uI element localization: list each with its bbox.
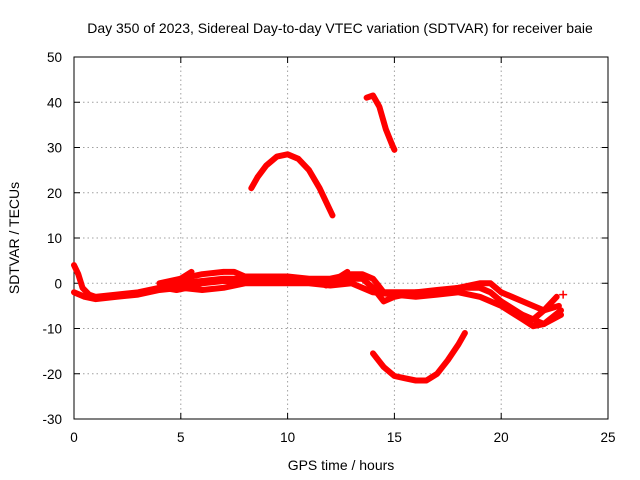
series-trace-high-dip — [363, 92, 398, 153]
chart-title: Day 350 of 2023, Sidereal Day-to-day VTE… — [87, 20, 593, 36]
series-trace-main-c — [156, 268, 562, 314]
series-trace-arc-negative — [370, 330, 468, 384]
isolated-point-marker — [559, 290, 568, 299]
y-tick-label: 30 — [47, 141, 62, 156]
series-trace-main-d — [160, 278, 334, 293]
y-axis-label: SDTVAR / TECUs — [6, 182, 22, 294]
x-tick-label: 20 — [494, 430, 509, 445]
x-tick-label: 10 — [280, 430, 295, 445]
y-tick-label: 40 — [47, 95, 62, 110]
series-trace-main-b — [71, 280, 564, 330]
series-trace-tail-up — [508, 293, 560, 323]
x-tick-label: 0 — [70, 430, 78, 445]
y-tick-label: 0 — [54, 276, 62, 291]
x-tick-label: 5 — [177, 430, 185, 445]
x-tick-label: 15 — [387, 430, 402, 445]
data-series — [71, 92, 568, 384]
y-tick-label: -10 — [42, 322, 62, 337]
x-axis-label: GPS time / hours — [288, 457, 395, 473]
grid — [74, 57, 608, 419]
series-trace-arc-positive — [248, 151, 336, 219]
series-trace-steep-short — [167, 268, 195, 287]
x-tick-label: 25 — [600, 430, 615, 445]
y-tick-label: 20 — [47, 186, 62, 201]
y-tick-label: -20 — [42, 367, 62, 382]
y-tick-label: -30 — [42, 412, 62, 427]
axis-ticks: 0 5 10 15 20 25 -30 -20 -10 0 10 20 30 40 50 — [42, 50, 615, 445]
series-trace-steep-short-2 — [323, 268, 351, 289]
y-tick-label: 10 — [47, 231, 62, 246]
y-tick-label: 50 — [47, 50, 62, 65]
